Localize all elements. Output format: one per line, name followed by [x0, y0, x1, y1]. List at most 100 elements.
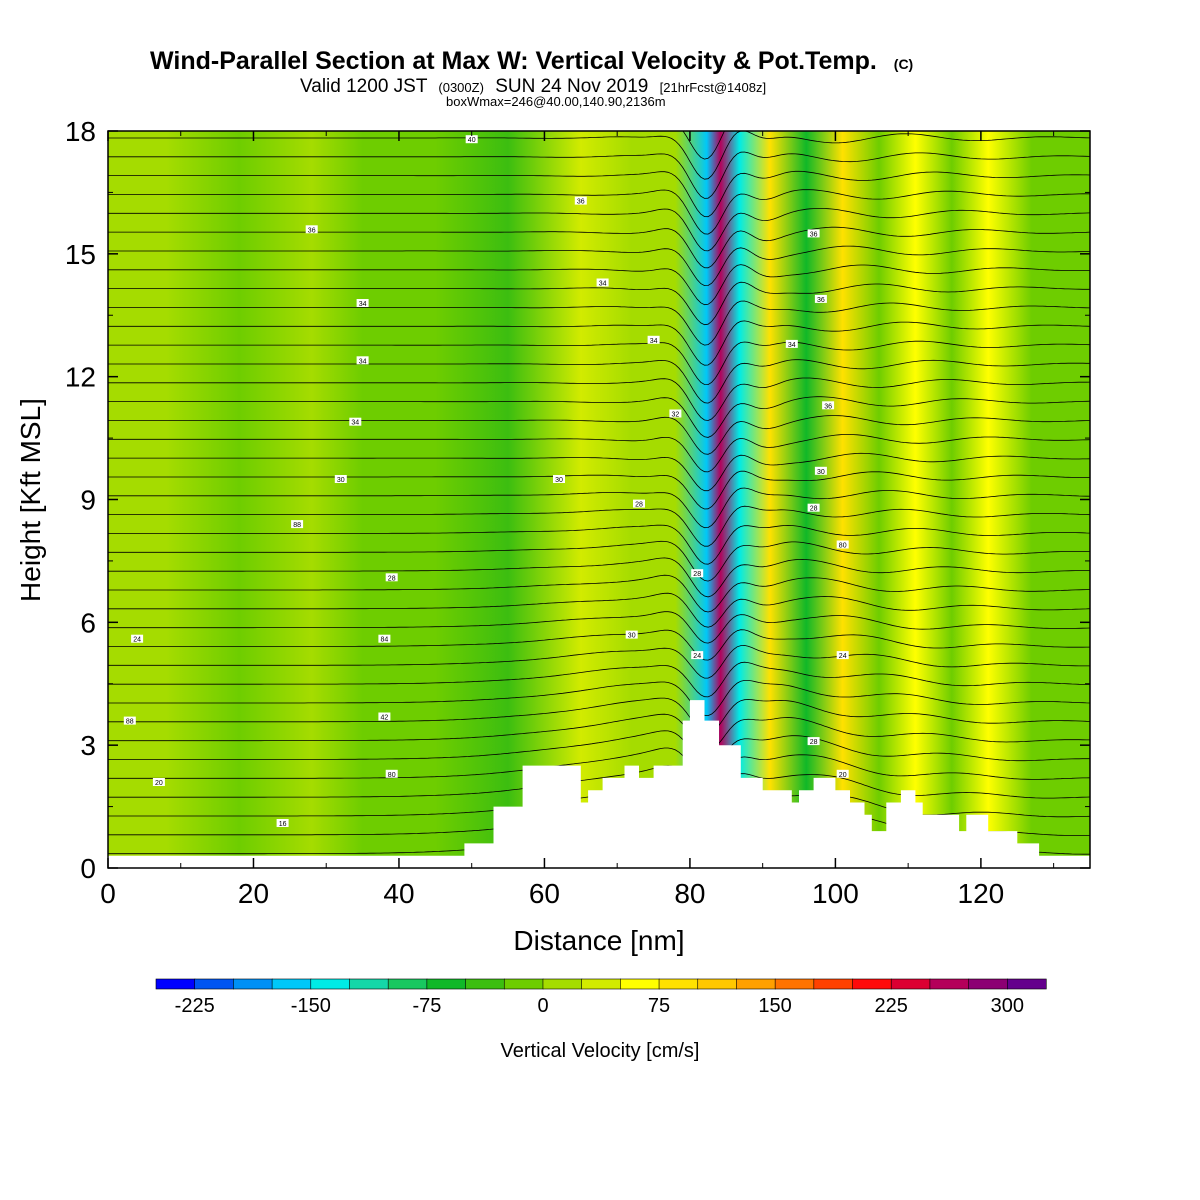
contour-label-bg [625, 630, 638, 639]
colorbar-swatch [581, 978, 621, 990]
contour-label-bg [378, 634, 391, 643]
contour-label-bg [334, 475, 347, 483]
contour-label: 34 [351, 420, 359, 427]
isentrope-line [108, 131, 1090, 180]
y-axis-label: Height [Kft MSL] [15, 398, 46, 602]
isentrope-line [108, 697, 1090, 735]
contour-label: 80 [388, 772, 396, 779]
x-tick-label: 20 [238, 878, 269, 909]
colorbar-tick-label: 75 [648, 995, 670, 1017]
isentrope-line [108, 452, 1090, 492]
contour-label: 84 [381, 637, 389, 644]
x-axis: 0 20 40 60 80 100 120 [100, 131, 1055, 909]
valid-time-label: Valid 1200 JST [300, 76, 428, 97]
colorbar-swatch [736, 978, 776, 990]
contour-label: 80 [839, 543, 847, 550]
contour-label-bg [785, 339, 798, 348]
isentrope-line [108, 505, 1090, 547]
isentrope-line [108, 170, 1090, 218]
colorbar-swatch [852, 978, 892, 990]
isentrope-line [108, 281, 1090, 326]
contour-label: 34 [359, 358, 367, 365]
contour-label-bg [276, 819, 289, 827]
colorbar-swatch [503, 978, 544, 990]
contour-label: 28 [810, 739, 818, 746]
x-tick-label: 120 [958, 878, 1005, 909]
contour-label-bg [291, 520, 304, 529]
forecast-info-label: [21hrFcst@1408z] [660, 80, 766, 95]
colorbar-swatch [194, 978, 234, 990]
title-block: Wind-Parallel Section at Max W: Vertical… [150, 47, 913, 109]
isentrope-line [108, 434, 1090, 473]
contour-label: 24 [133, 637, 141, 644]
contour-label: 28 [635, 502, 643, 509]
contour-label-bg [596, 278, 609, 287]
x-axis-label: Distance [nm] [513, 925, 684, 956]
colorbar-tick-label: 225 [875, 995, 908, 1017]
contour-label: 36 [577, 199, 585, 206]
contour-label-bg [633, 499, 645, 508]
isentrope-line [108, 470, 1090, 510]
copyright-mark: (C) [894, 56, 913, 72]
isentrope-line [108, 320, 1090, 366]
colorbar-tick-labels: -225 -150 -75 0 75 150 225 300 [175, 995, 1024, 1017]
contour-label-bg [356, 356, 369, 365]
colorbar-swatch [620, 978, 660, 990]
y-tick-label: 9 [80, 485, 96, 516]
colorbar-swatch [813, 978, 854, 990]
colorbar-tick-label: -150 [291, 995, 331, 1017]
contour-label-bg [385, 769, 398, 778]
isentrope-line [108, 300, 1090, 346]
colorbar-tick-label: 300 [991, 995, 1024, 1017]
isentrope-line [108, 151, 1090, 199]
contour-label-bg [356, 299, 369, 307]
isentrope-line [108, 661, 1090, 698]
isentrope-line [108, 574, 1090, 613]
isentrope-line [108, 208, 1090, 252]
contour-label-bg [691, 569, 704, 578]
svg-text:Valid 1200 JST (0300Z): Valid 1200 JST (0300Z) SUN 24 Nov 2019 [… [300, 76, 766, 97]
contour-label-bg [807, 737, 820, 746]
colorbar-swatch [387, 978, 428, 990]
isentrope-line [108, 713, 1090, 751]
chart-title: Wind-Parallel Section at Max W: Vertical… [150, 47, 877, 75]
y-tick-label: 15 [65, 239, 96, 270]
contour-label-bg [836, 540, 849, 549]
colorbar-swatch [968, 978, 1008, 990]
isentrope-line [108, 540, 1090, 582]
colorbar-swatch [890, 978, 931, 990]
contour-label-bg [822, 401, 835, 410]
contour-label: 34 [359, 301, 367, 308]
contour-label-bg [836, 769, 849, 778]
contour-label: 24 [839, 653, 847, 660]
colorbar-tick-label: 0 [537, 995, 548, 1017]
terrain-mask [108, 700, 1090, 868]
contour-label: 20 [155, 780, 163, 787]
contour-label: 36 [308, 227, 316, 234]
colorbar-tick-label: -225 [175, 995, 215, 1017]
contour-label-bg [152, 778, 165, 786]
contour-label: 28 [693, 571, 701, 578]
contour-label: 36 [817, 297, 825, 304]
y-tick-label: 12 [65, 362, 96, 393]
colorbar-label: Vertical Velocity [cm/s] [501, 1040, 700, 1062]
isentrope-line [108, 629, 1090, 661]
colorbar-tick-label: 150 [758, 995, 791, 1017]
isentrope-line [108, 747, 1090, 783]
isentrope-line [108, 644, 1090, 679]
x-tick-label: 100 [812, 878, 859, 909]
contour-label-bg [807, 229, 820, 238]
contour-label: 28 [388, 575, 396, 582]
isentrope-line [108, 377, 1090, 421]
contour-label: 30 [337, 477, 345, 484]
isentrope-line [108, 226, 1090, 269]
colorbar-swatch [465, 978, 505, 990]
x-tick-label: 40 [383, 878, 414, 909]
isentrope-line [108, 359, 1090, 404]
contour-label: 34 [599, 281, 607, 288]
contour-label-bg [123, 716, 136, 725]
isentrope-line [108, 611, 1090, 644]
isentrope-line [108, 765, 1090, 799]
